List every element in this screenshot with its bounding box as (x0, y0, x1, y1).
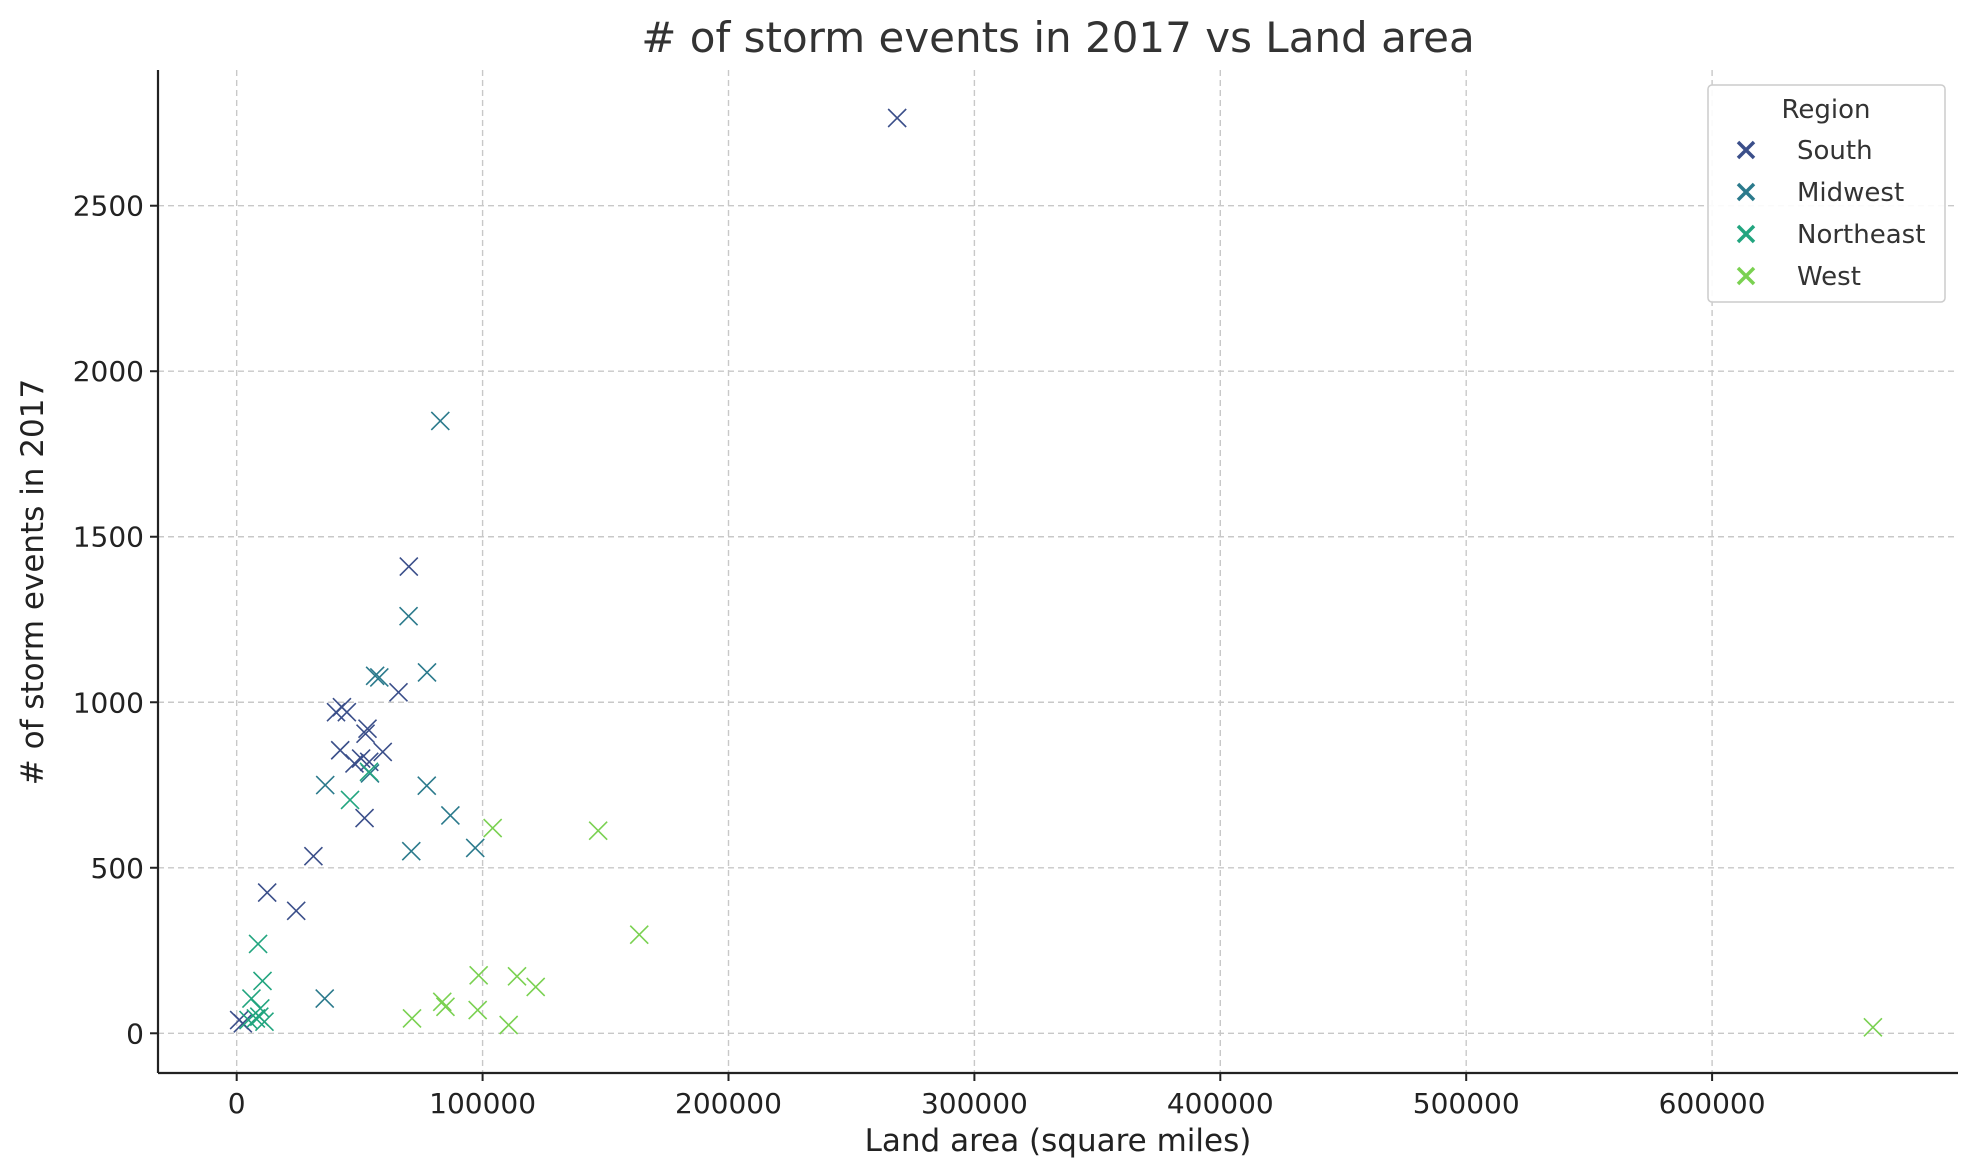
legend-marker-south (1736, 140, 1756, 160)
tick-labels: 0 100000 200000 300000 400000 500000 600000 0 50… (73, 190, 1766, 1120)
legend: Region South Midwest Northeast West (1707, 84, 1946, 303)
point-midwest (440, 805, 460, 826)
x-tick-label: 200000 (675, 1087, 782, 1120)
point-northeast (359, 762, 379, 782)
x-tick-label: 500000 (1413, 1087, 1520, 1120)
point-midwest (369, 667, 389, 687)
point-south (355, 724, 376, 744)
point-northeast (248, 934, 268, 954)
data-points (229, 108, 1883, 1037)
point-west (499, 1015, 519, 1035)
point-south (887, 108, 907, 128)
point-midwest (399, 606, 419, 626)
legend-label-west: West (1797, 262, 1861, 292)
point-south (399, 556, 419, 577)
point-midwest (417, 662, 437, 683)
point-south (257, 883, 277, 903)
legend-label-south: South (1797, 136, 1873, 166)
legend-marker-northeast (1736, 224, 1756, 244)
legend-entries: South Midwest Northeast West (1736, 136, 1925, 292)
x-tick-label: 100000 (429, 1087, 536, 1120)
legend-label-midwest: Midwest (1797, 178, 1904, 208)
point-midwest (465, 838, 485, 858)
y-tick-label: 1500 (73, 521, 144, 554)
point-midwest (401, 841, 421, 861)
x-tick-label: 600000 (1659, 1087, 1766, 1120)
point-west (526, 977, 546, 997)
point-west (468, 1000, 488, 1020)
point-west (483, 818, 503, 838)
y-tick-label: 0 (126, 1017, 144, 1050)
point-west (432, 992, 452, 1012)
point-south (357, 719, 378, 739)
x-tick-label: 400000 (1167, 1087, 1274, 1120)
point-west (435, 997, 456, 1017)
x-tick-label: 300000 (921, 1087, 1028, 1120)
point-west (469, 965, 489, 985)
point-south (373, 742, 393, 762)
y-tick-label: 1000 (73, 686, 144, 719)
y-tick-label: 2000 (73, 355, 144, 388)
point-west (1863, 1017, 1883, 1037)
axes (150, 70, 1958, 1081)
chart-title: # of storm events in 2017 vs Land area (641, 13, 1474, 62)
point-south (303, 846, 323, 866)
legend-box (1707, 84, 1946, 303)
legend-marker-midwest (1736, 182, 1756, 202)
point-south (388, 682, 409, 702)
point-west (402, 1008, 422, 1028)
gridlines (158, 70, 1958, 1073)
point-midwest (315, 775, 335, 795)
point-south (354, 808, 375, 828)
point-northeast (246, 1008, 266, 1028)
point-northeast (340, 790, 360, 810)
point-northeast (238, 1010, 259, 1030)
x-axis-label: Land area (square miles) (865, 1123, 1252, 1159)
point-midwest (417, 776, 437, 796)
legend-label-northeast: Northeast (1797, 220, 1925, 250)
legend-title: Region (1781, 95, 1870, 125)
legend-marker-west (1736, 266, 1756, 286)
point-midwest (315, 988, 335, 1009)
x-tick-label: 0 (228, 1087, 246, 1120)
point-northeast (252, 971, 273, 991)
point-south (337, 702, 357, 722)
point-south (286, 901, 306, 921)
point-midwest (365, 666, 385, 686)
point-south (229, 1010, 249, 1030)
point-south (326, 702, 346, 722)
point-west (507, 966, 527, 986)
point-west (629, 925, 649, 945)
y-axis-label: # of storm events in 2017 (15, 379, 51, 785)
y-tick-label: 2500 (73, 190, 144, 223)
point-midwest (430, 411, 450, 431)
point-west (588, 821, 608, 841)
y-tick-label: 500 (91, 852, 144, 885)
